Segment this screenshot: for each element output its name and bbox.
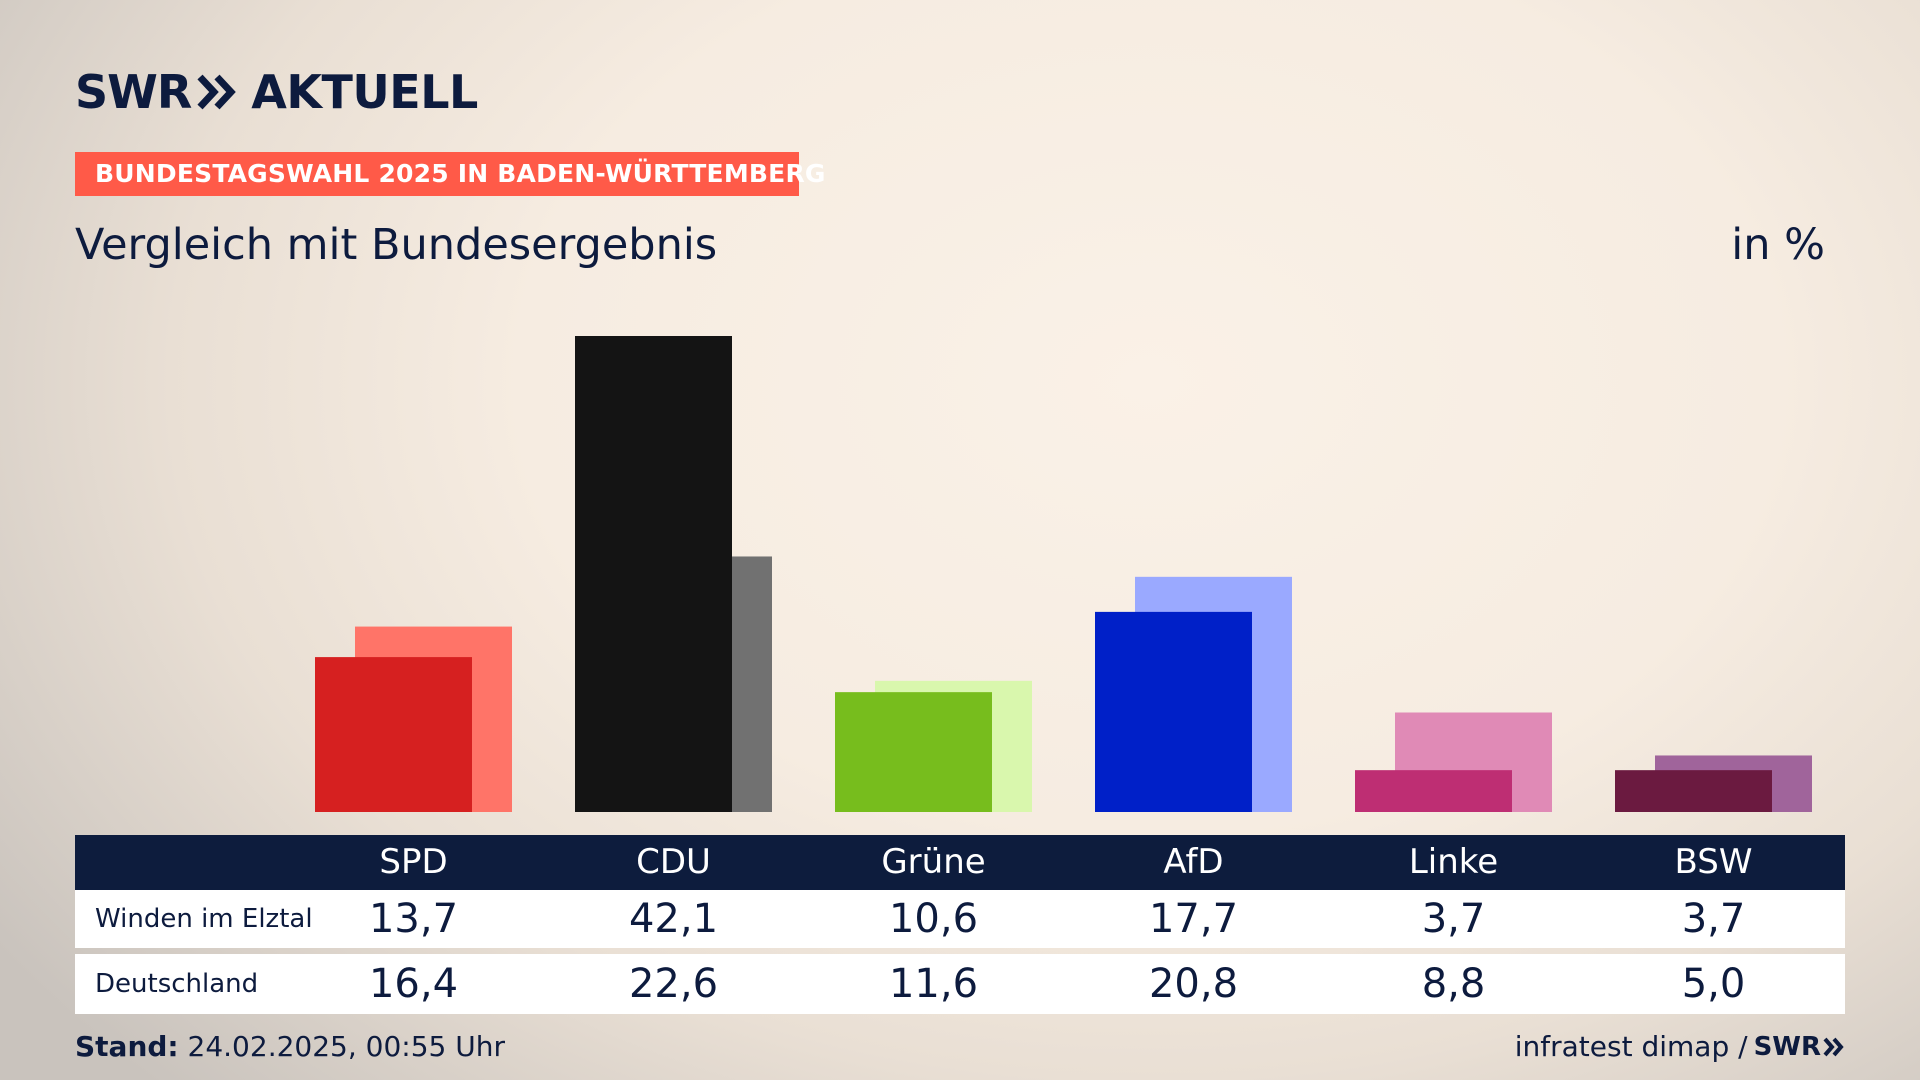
value-linke: 3,7: [1421, 896, 1486, 942]
double-chevron-icon: [1823, 1037, 1844, 1056]
table-row-national: Deutschland 16,4 22,6 11,6 20,8 8,8 5,0: [75, 954, 1845, 1014]
value-bsw: 3,7: [1681, 896, 1746, 942]
double-chevron-icon: [197, 74, 237, 110]
value-bsw: 5,0: [1681, 961, 1746, 1007]
source-text: infratest dimap /: [1514, 1030, 1748, 1063]
bar-chart: [315, 336, 1812, 812]
bar-local-bsw: [1615, 770, 1772, 812]
unit-label: in %: [1731, 220, 1825, 270]
bar-local-grüne: [835, 692, 992, 812]
value-grüne: 11,6: [888, 961, 979, 1007]
column-header-cdu: CDU: [636, 842, 711, 882]
column-header-linke: Linke: [1408, 842, 1499, 882]
logo-aktuell-text: AKTUELL: [251, 65, 478, 119]
bar-local-afd: [1095, 611, 1252, 812]
bar-local-linke: [1355, 770, 1512, 812]
timestamp: Stand: 24.02.2025, 00:55 Uhr: [75, 1030, 505, 1063]
value-afd: 17,7: [1148, 896, 1239, 942]
value-linke: 8,8: [1421, 961, 1486, 1007]
row-label: Deutschland: [95, 969, 259, 999]
table-header: SPD CDU Grüne AfD Linke BSW: [75, 835, 1845, 890]
election-tag: BUNDESTAGSWAHL 2025 IN BADEN-WÜRTTEMBERG: [75, 152, 825, 196]
source-credit: infratest dimap / SWR: [1515, 1030, 1845, 1063]
results-table: SPD CDU Grüne AfD Linke BSW Winden im Elztal …: [75, 835, 1845, 1014]
column-header-afd: AfD: [1163, 842, 1224, 882]
bar-local-cdu: [575, 336, 732, 812]
swr-aktuell-logo: SWR AKTUELL: [75, 62, 478, 122]
chart-subtitle: Vergleich mit Bundesergebnis: [75, 220, 718, 270]
value-spd: 16,4: [368, 961, 459, 1007]
logo-swr-text: SWR: [75, 65, 192, 119]
row-label: Winden im Elztal: [95, 904, 313, 934]
table-row-local: Winden im Elztal 13,7 42,1 10,6 17,7 3,7 3,7: [75, 890, 1845, 948]
column-header-spd: SPD: [379, 842, 448, 882]
source-swr-logo: SWR: [1753, 1031, 1821, 1062]
value-cdu: 22,6: [628, 961, 719, 1007]
stand-label: Stand:: [75, 1030, 179, 1063]
column-header-grüne: Grüne: [881, 842, 986, 882]
value-grüne: 10,6: [888, 896, 979, 942]
value-spd: 13,7: [368, 896, 459, 942]
value-cdu: 42,1: [628, 896, 719, 942]
column-header-bsw: BSW: [1674, 842, 1753, 882]
bar-local-spd: [315, 657, 472, 812]
stand-value: 24.02.2025, 00:55 Uhr: [187, 1030, 505, 1063]
value-afd: 20,8: [1148, 961, 1239, 1007]
